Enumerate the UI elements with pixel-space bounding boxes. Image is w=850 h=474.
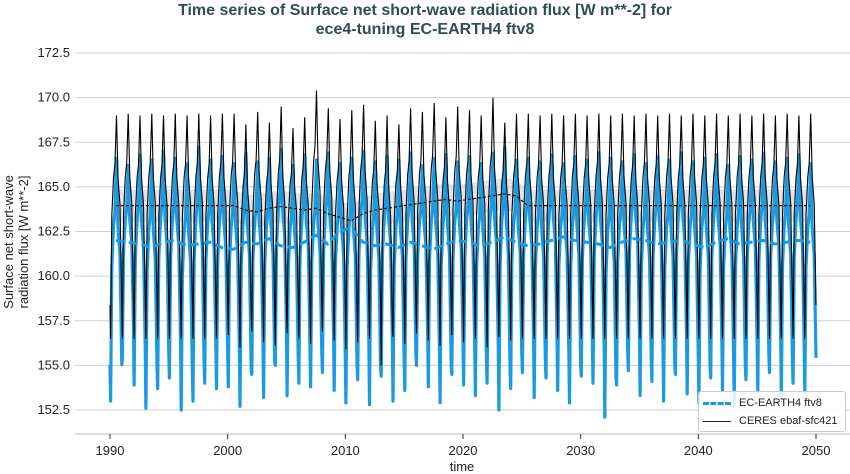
x-tick-label: 2010 bbox=[331, 443, 360, 458]
x-tick-label: 2000 bbox=[213, 443, 242, 458]
legend-swatch-model bbox=[703, 401, 731, 405]
legend: EC-EARTH4 ftv8 CERES ebaf-sfc421 bbox=[698, 391, 846, 432]
y-tick-label: 162.5 bbox=[37, 224, 70, 239]
y-tick-label: 160.0 bbox=[37, 268, 70, 283]
y-tick-label: 157.5 bbox=[37, 313, 70, 328]
x-tick-label: 1990 bbox=[96, 443, 125, 458]
ceres-monthly-line bbox=[109, 90, 817, 366]
y-tick-label: 167.5 bbox=[37, 134, 70, 149]
y-tick-label: 155.0 bbox=[37, 357, 70, 372]
legend-item-model: EC-EARTH4 ftv8 bbox=[699, 394, 845, 412]
chart-title: Time series of Surface net short-wave ra… bbox=[177, 2, 673, 19]
ceres-running-mean bbox=[115, 193, 811, 222]
x-tick-label: 2040 bbox=[684, 443, 713, 458]
y-tick-label: 165.0 bbox=[37, 179, 70, 194]
x-tick-label: 2050 bbox=[802, 443, 831, 458]
legend-item-ceres: CERES ebaf-sfc421 bbox=[699, 412, 845, 430]
model-running-mean bbox=[115, 226, 811, 251]
chart-title-line2: ece4-tuning EC-EARTH4 ftv8 bbox=[315, 21, 535, 38]
legend-label-model: EC-EARTH4 ftv8 bbox=[739, 397, 822, 409]
y-axis-label-line1: Surface net short-wave bbox=[1, 175, 16, 309]
legend-swatch-ceres bbox=[703, 420, 731, 422]
model-monthly-line bbox=[108, 146, 818, 419]
y-tick-label: 152.5 bbox=[37, 402, 70, 417]
y-tick-label: 170.0 bbox=[37, 90, 70, 105]
legend-label-ceres: CERES ebaf-sfc421 bbox=[739, 415, 838, 427]
y-axis-label-line2: radiation flux [W m**-2] bbox=[16, 176, 31, 309]
x-axis-label: time bbox=[450, 459, 475, 474]
x-tick-label: 2020 bbox=[449, 443, 478, 458]
x-tick-label: 2030 bbox=[566, 443, 595, 458]
y-tick-label: 172.5 bbox=[37, 45, 70, 60]
